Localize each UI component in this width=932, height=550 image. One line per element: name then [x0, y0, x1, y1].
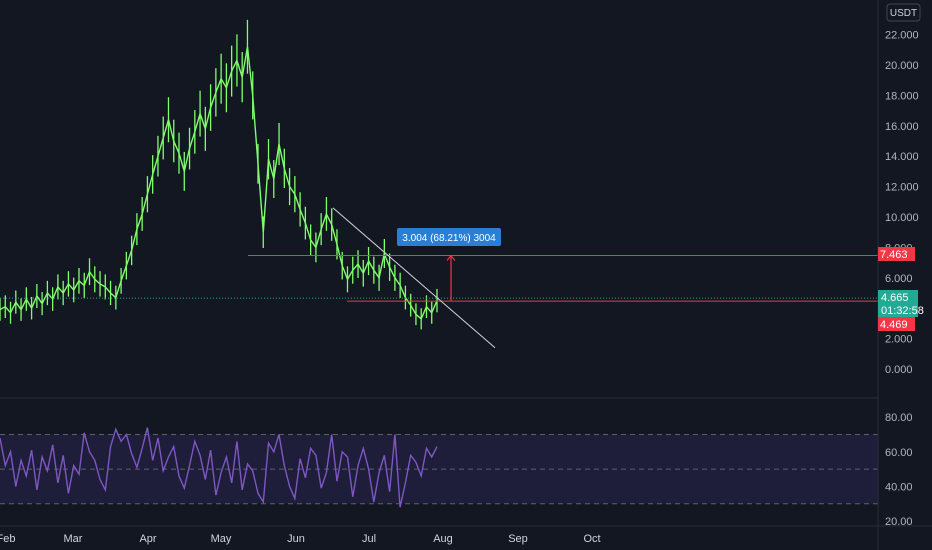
lower-level-label-box	[878, 317, 915, 331]
currency-badge-label: USDT	[890, 8, 917, 19]
trendline[interactable]	[332, 207, 496, 349]
price-axis[interactable]: 22.000 20.000 18.000 16.000 14.000 12.000 10.0…	[885, 30, 919, 376]
time-tick-label: May	[211, 533, 232, 545]
currency-badge-box	[886, 3, 921, 22]
price-tick-label: 12.000	[885, 182, 919, 194]
price-tick-label: 10.000	[885, 212, 919, 224]
rsi-band-fill	[0, 434, 878, 504]
upper-level-label-box	[878, 247, 915, 261]
time-tick-label: Sep	[508, 533, 528, 545]
rsi-band	[0, 434, 878, 505]
price-tick-label: 16.000	[885, 121, 919, 133]
time-axis[interactable]: Feb Mar Apr May Jun Jul Aug Sep Oct	[0, 533, 601, 545]
time-tick-label: Apr	[139, 533, 156, 545]
time-tick-label: Feb	[0, 533, 15, 545]
price-tick-label: 2.000	[885, 334, 913, 346]
rsi-tick-label: 40.00	[885, 481, 913, 493]
price-line	[0, 46, 438, 320]
rsi-tick-label: 20.00	[885, 516, 913, 528]
time-tick-label: Jul	[362, 533, 376, 545]
time-tick-label: Mar	[64, 533, 83, 545]
price-tick-label: 18.000	[885, 90, 919, 102]
time-tick-label: Oct	[583, 533, 600, 545]
time-tick-label: Aug	[433, 533, 453, 545]
price-tick-label: 0.000	[885, 364, 913, 376]
rsi-series	[0, 427, 438, 508]
price-series	[0, 19, 438, 330]
rsi-tick-label: 80.00	[885, 412, 913, 424]
price-tick-label: 6.000	[885, 273, 913, 285]
measure-tooltip-label: 3.004 (68.21%) 3004	[402, 233, 496, 244]
price-tick-label: 14.000	[885, 151, 919, 163]
time-tick-label: Jun	[287, 533, 305, 545]
rsi-tick-label: 60.00	[885, 447, 913, 459]
countdown-label: 01:32:58	[881, 305, 924, 317]
upper-level-label: 7.463	[880, 249, 908, 261]
measure-arrow-head	[446, 254, 456, 261]
current-price-label: 4.665	[881, 292, 909, 304]
rsi-line	[0, 427, 438, 508]
measure-tooltip[interactable]: 3.004 (68.21%) 3004	[397, 228, 501, 246]
price-tick-label: 20.000	[885, 60, 919, 72]
current-price-label-box	[878, 290, 918, 317]
rsi-axis[interactable]: 80.00 60.00 40.00 20.00	[885, 412, 913, 528]
drawings[interactable]	[0, 207, 878, 349]
measure-tooltip-box	[397, 228, 501, 246]
price-tick-label: 22.000	[885, 30, 919, 42]
currency-badge[interactable]: USDT	[886, 3, 921, 22]
lower-level-label: 4.469	[880, 319, 908, 331]
price-labels: 7.463 4.665 01:32:58 4.469	[878, 247, 924, 331]
